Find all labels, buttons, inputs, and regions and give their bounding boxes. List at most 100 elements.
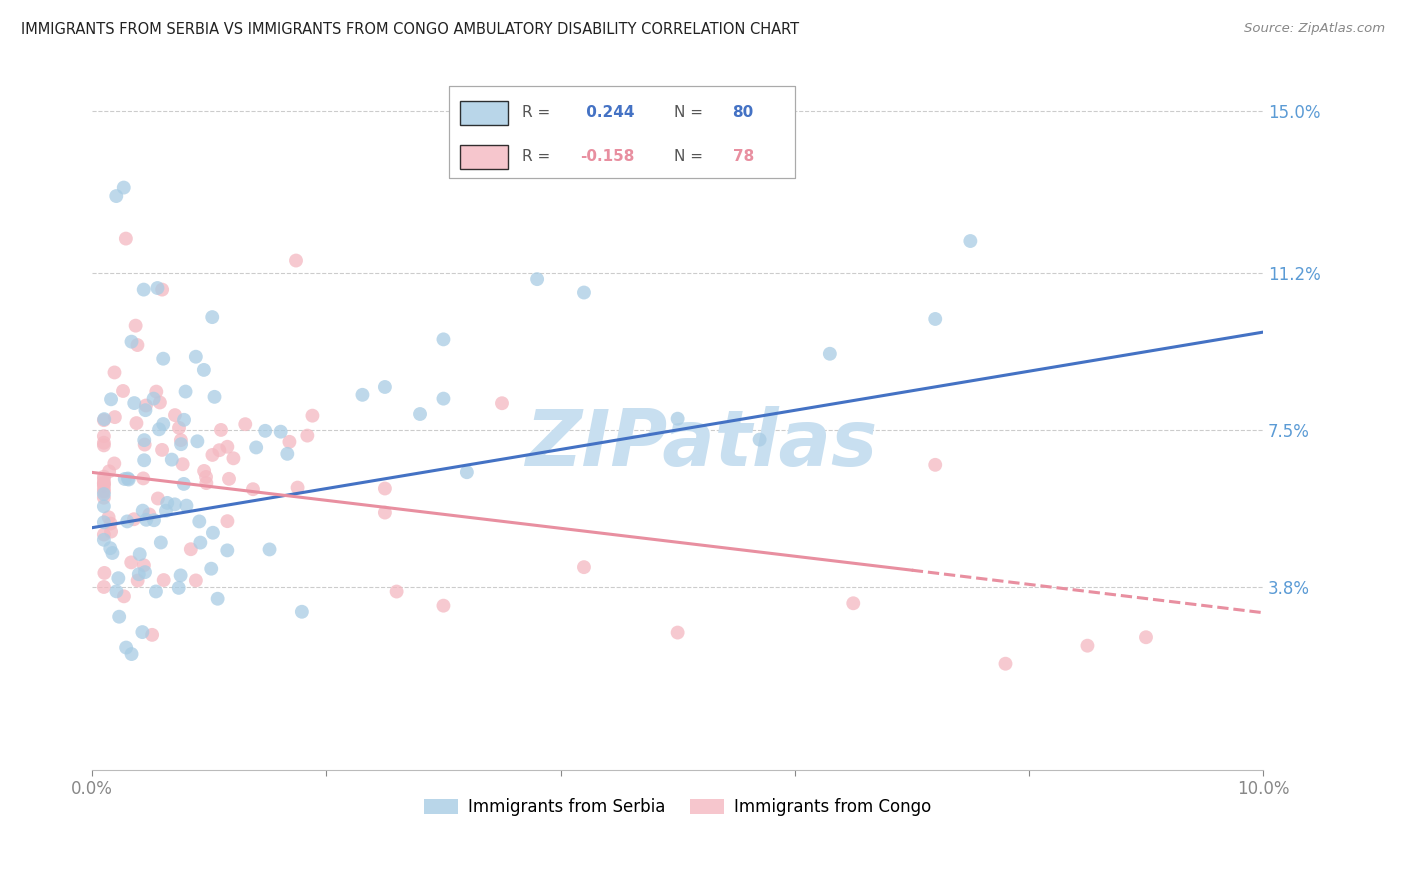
Point bbox=[301, 409, 323, 423]
Point bbox=[93, 429, 115, 443]
Point bbox=[432, 599, 454, 613]
Point bbox=[193, 363, 215, 377]
Point bbox=[93, 484, 115, 499]
Point bbox=[152, 417, 174, 431]
Point bbox=[93, 472, 115, 486]
Point bbox=[93, 412, 115, 426]
Point bbox=[195, 470, 218, 484]
Point bbox=[572, 560, 595, 574]
Point bbox=[572, 285, 595, 300]
Point bbox=[93, 438, 115, 452]
Point bbox=[132, 503, 155, 517]
Point bbox=[170, 433, 193, 447]
Point bbox=[163, 497, 186, 511]
Point bbox=[217, 543, 239, 558]
Point bbox=[186, 434, 208, 449]
Point bbox=[180, 542, 202, 557]
Point bbox=[93, 476, 115, 491]
Point bbox=[184, 350, 207, 364]
Point bbox=[145, 584, 167, 599]
Point bbox=[134, 403, 156, 417]
Point bbox=[105, 189, 128, 203]
Point bbox=[132, 471, 155, 485]
Point bbox=[409, 407, 432, 421]
Point bbox=[270, 425, 292, 439]
Point bbox=[93, 487, 115, 501]
Point bbox=[188, 535, 211, 549]
Point bbox=[207, 591, 229, 606]
Point bbox=[218, 472, 240, 486]
Point bbox=[103, 366, 125, 380]
Point bbox=[173, 413, 195, 427]
Point bbox=[278, 434, 301, 449]
Point bbox=[114, 472, 136, 486]
Point bbox=[127, 574, 149, 588]
Point bbox=[124, 318, 146, 333]
Point bbox=[208, 443, 231, 458]
Point bbox=[193, 464, 215, 478]
Point bbox=[152, 573, 174, 587]
Point bbox=[134, 453, 156, 467]
Point bbox=[233, 417, 256, 432]
Point bbox=[259, 542, 281, 557]
Point bbox=[105, 584, 128, 599]
Point bbox=[98, 464, 121, 478]
Point bbox=[352, 388, 374, 402]
Point bbox=[93, 478, 115, 492]
Point bbox=[163, 408, 186, 422]
Point bbox=[245, 441, 267, 455]
Point bbox=[93, 580, 115, 594]
Point bbox=[385, 584, 408, 599]
Point bbox=[104, 410, 127, 425]
Point bbox=[172, 457, 194, 471]
Point bbox=[818, 347, 841, 361]
Point bbox=[156, 496, 179, 510]
Point bbox=[176, 499, 198, 513]
Point bbox=[127, 338, 149, 352]
Point bbox=[138, 508, 160, 522]
Point bbox=[112, 180, 135, 194]
Point bbox=[128, 567, 150, 582]
Point bbox=[1076, 639, 1098, 653]
Point bbox=[201, 310, 224, 325]
Point bbox=[100, 524, 122, 539]
Point bbox=[374, 482, 396, 496]
Point bbox=[155, 504, 177, 518]
Text: Source: ZipAtlas.com: Source: ZipAtlas.com bbox=[1244, 22, 1385, 36]
Point bbox=[432, 332, 454, 346]
Point bbox=[152, 351, 174, 366]
Point bbox=[93, 482, 115, 496]
Point bbox=[994, 657, 1017, 671]
Point bbox=[93, 533, 115, 547]
Point bbox=[135, 513, 157, 527]
Point bbox=[666, 625, 689, 640]
Point bbox=[456, 465, 478, 479]
Point bbox=[1135, 630, 1157, 644]
Point bbox=[748, 433, 770, 447]
Point bbox=[924, 312, 946, 326]
Point bbox=[174, 384, 197, 399]
Point bbox=[93, 500, 115, 514]
Point bbox=[121, 334, 143, 349]
Point bbox=[107, 571, 129, 585]
Point bbox=[134, 437, 156, 451]
Point bbox=[200, 562, 222, 576]
Point bbox=[195, 476, 218, 491]
Point bbox=[93, 566, 115, 580]
Point bbox=[145, 384, 167, 399]
Point bbox=[101, 546, 124, 560]
Point bbox=[170, 437, 193, 451]
Point bbox=[146, 491, 169, 506]
Point bbox=[134, 433, 156, 447]
Point bbox=[254, 424, 277, 438]
Legend: Immigrants from Serbia, Immigrants from Congo: Immigrants from Serbia, Immigrants from … bbox=[418, 791, 938, 823]
Point bbox=[121, 647, 143, 661]
Point bbox=[117, 471, 139, 485]
Point bbox=[115, 640, 138, 655]
Point bbox=[209, 423, 232, 437]
Point bbox=[201, 525, 224, 540]
Point bbox=[122, 512, 145, 526]
Point bbox=[666, 411, 689, 425]
Text: IMMIGRANTS FROM SERBIA VS IMMIGRANTS FROM CONGO AMBULATORY DISABILITY CORRELATIO: IMMIGRANTS FROM SERBIA VS IMMIGRANTS FRO… bbox=[21, 22, 799, 37]
Point bbox=[146, 281, 169, 295]
